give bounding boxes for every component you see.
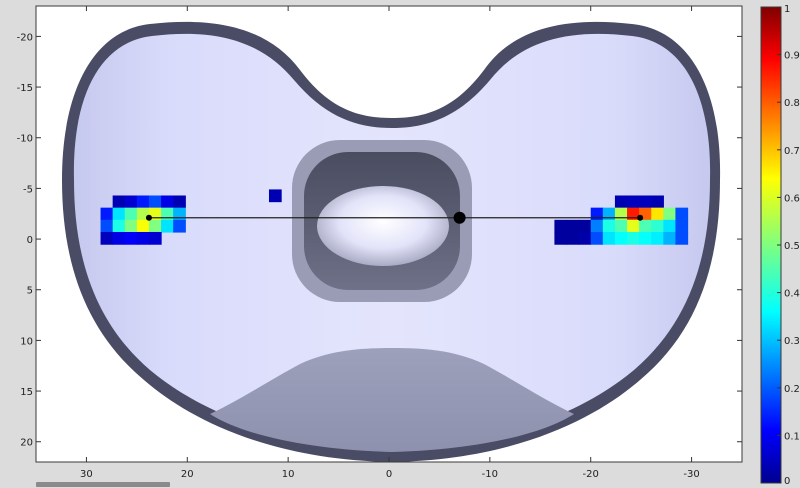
pressure-cell-lateral xyxy=(602,231,616,245)
pressure-cell-lateral xyxy=(651,231,664,245)
pressure-cell-medial xyxy=(112,195,126,209)
colorbar-tick-label: 0.2 xyxy=(784,384,800,395)
y-axis-ticks: -20 -15 -10 -5 0 5 10 15 20 xyxy=(17,32,742,449)
colorbar-tick-label: 0.4 xyxy=(784,289,800,300)
pressure-cell-lateral xyxy=(675,207,689,221)
central-bump xyxy=(317,186,449,266)
anterior-region xyxy=(210,348,574,452)
x-tick-label: 20 xyxy=(181,469,194,480)
pressure-cell-medial xyxy=(136,231,150,245)
pressure-cell-lateral xyxy=(590,207,604,221)
pressure-cell-medial xyxy=(173,207,186,221)
pressure-cell-lateral xyxy=(554,231,568,245)
pressure-cell-lateral xyxy=(651,207,664,221)
pressure-cell-medial xyxy=(124,219,138,233)
pressure-cell-lateral xyxy=(639,195,652,209)
pressure-cell-medial xyxy=(124,231,138,245)
pressure-cell-lateral xyxy=(590,219,604,233)
y-tick-label: 10 xyxy=(20,336,33,347)
pressure-cell-lateral xyxy=(639,219,652,233)
pressure-cell-medial xyxy=(100,231,114,245)
pressure-cell-medial xyxy=(148,195,162,209)
pressure-cell-lateral xyxy=(578,219,592,233)
contact-center-point xyxy=(145,214,152,221)
x-tick-label: -10 xyxy=(482,469,498,480)
colorbar-tick-label: 0.8 xyxy=(784,98,800,109)
pressure-cell-lateral xyxy=(614,195,628,209)
y-tick-label: -5 xyxy=(23,184,33,195)
pressure-cell-lateral xyxy=(639,231,652,245)
contact-center-point xyxy=(637,214,644,221)
midpoint-marker xyxy=(453,211,466,224)
y-tick-label: 20 xyxy=(20,438,33,449)
pressure-cell-medial xyxy=(100,207,114,221)
y-tick-label: -15 xyxy=(17,83,33,94)
x-tick-label: -20 xyxy=(583,469,599,480)
colorbar-tick-label: 0.5 xyxy=(784,241,800,252)
pressure-cell-medial xyxy=(100,219,114,233)
pressure-cell-medial xyxy=(112,219,126,233)
pressure-cell-medial xyxy=(161,219,174,233)
pressure-cell-medial xyxy=(124,207,138,221)
colorbar-ticks: 0 0.1 0.2 0.3 0.4 0.5 0.6 0.7 0.8 0.9 1 xyxy=(777,4,800,487)
pressure-cell-lateral xyxy=(651,195,664,209)
pressure-cell-lateral xyxy=(614,219,628,233)
pressure-cell-lateral xyxy=(602,207,616,221)
pressure-cell-lateral xyxy=(627,231,640,245)
pressure-cell-medial xyxy=(148,219,162,233)
pressure-cell-medial xyxy=(161,207,174,221)
colorbar-tick-label: 0.3 xyxy=(784,336,800,347)
y-tick-label: -10 xyxy=(17,134,33,145)
pressure-cells xyxy=(100,189,689,245)
x-tick-label: -30 xyxy=(683,469,699,480)
y-tick-label: 5 xyxy=(27,286,33,297)
x-axis-ticks: 30 20 10 0 -10 -20 -30 xyxy=(80,6,700,480)
pressure-cell-lateral xyxy=(590,231,604,245)
pressure-cell-medial xyxy=(124,195,138,209)
y-tick-label: -20 xyxy=(17,32,33,43)
colorbar-tick-label: 0.1 xyxy=(784,431,800,442)
colorbar-tick-label: 1 xyxy=(784,4,790,15)
pressure-cell-medial xyxy=(161,195,174,209)
x-tick-label: 0 xyxy=(386,469,392,480)
y-tick-label: 0 xyxy=(27,235,33,246)
axis-lines xyxy=(145,211,644,224)
horizontal-scrollbar[interactable] xyxy=(36,482,170,487)
pressure-cell-medial xyxy=(173,219,186,233)
pressure-cell-lateral xyxy=(663,207,677,221)
pressure-cell-lateral xyxy=(627,219,640,233)
y-tick-label: 15 xyxy=(20,387,33,398)
colorbar-tick-label: 0.9 xyxy=(784,51,800,62)
pressure-cell-lateral xyxy=(663,219,677,233)
pressure-cell-lateral xyxy=(614,231,628,245)
colorbar-tick-label: 0.6 xyxy=(784,193,800,204)
pressure-cell-lateral xyxy=(627,195,640,209)
pressure-cell-lateral xyxy=(554,219,568,233)
pressure-cell-isolated xyxy=(268,189,282,203)
pressure-cell-lateral xyxy=(675,231,689,245)
colorbar-tick-label: 0 xyxy=(784,476,790,487)
pressure-cell-lateral xyxy=(614,207,628,221)
pressure-cell-lateral xyxy=(651,219,664,233)
pressure-cell-medial xyxy=(112,231,126,245)
colorbar-tick-label: 0.7 xyxy=(784,146,800,157)
implant-surface xyxy=(62,21,721,462)
pressure-cell-medial xyxy=(136,219,150,233)
pressure-cell-lateral xyxy=(566,219,580,233)
pressure-cell-medial xyxy=(112,207,126,221)
pressure-cell-lateral xyxy=(578,231,592,245)
pressure-cell-lateral xyxy=(675,219,689,233)
x-tick-label: 30 xyxy=(80,469,93,480)
pressure-cell-lateral xyxy=(566,231,580,245)
pressure-cell-medial xyxy=(148,231,162,245)
pressure-cell-medial xyxy=(173,195,186,209)
x-tick-label: 10 xyxy=(282,469,295,480)
pressure-cell-lateral xyxy=(602,219,616,233)
pressure-cell-medial xyxy=(136,195,150,209)
pressure-cell-lateral xyxy=(663,231,677,245)
